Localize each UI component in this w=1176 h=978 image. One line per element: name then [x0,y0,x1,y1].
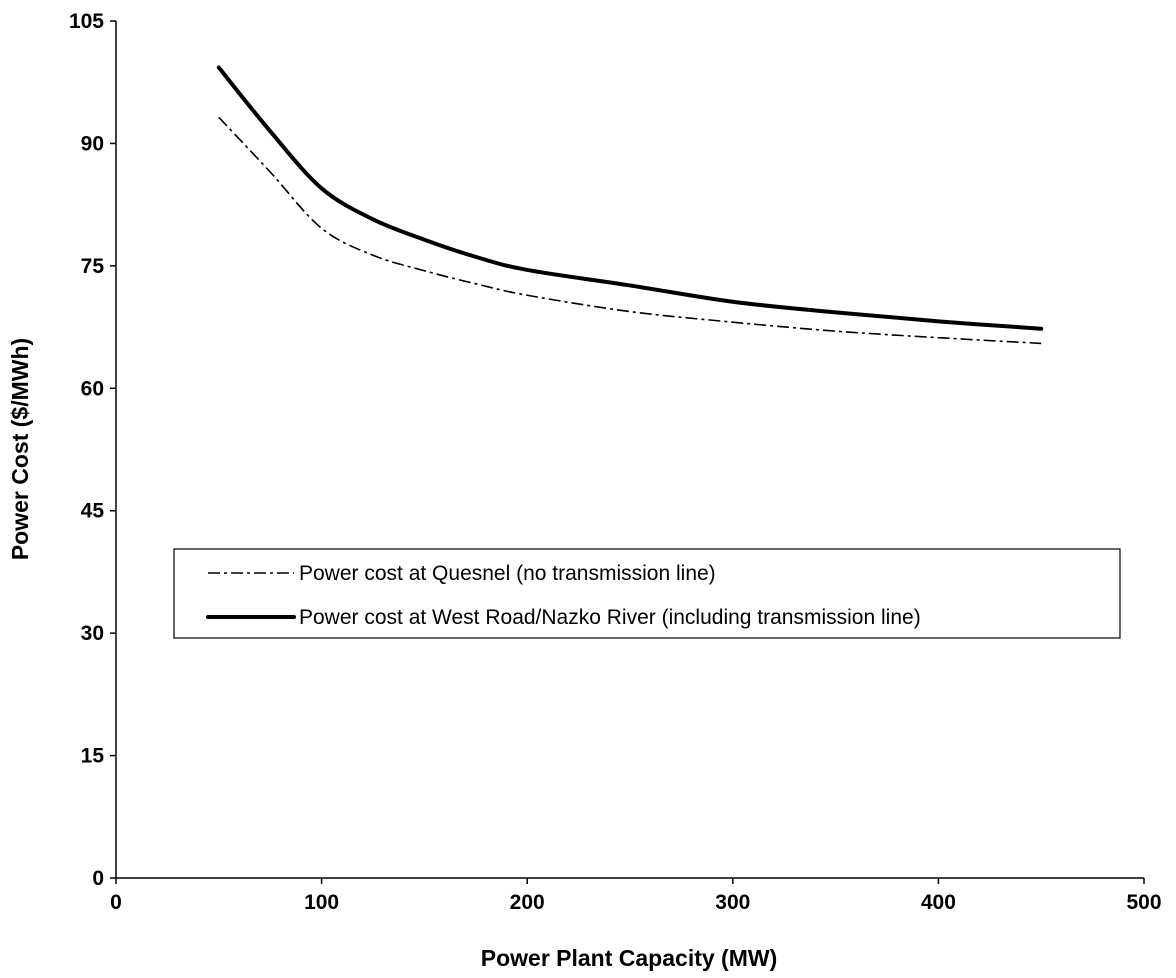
x-tick-label: 200 [510,891,545,914]
series-line-0 [218,116,1042,345]
y-tick-label: 75 [81,255,105,278]
x-tick-label: 0 [110,891,122,914]
x-tick-label: 100 [304,891,339,914]
y-tick-label: 45 [81,500,105,523]
legend-label-west-road: Power cost at West Road/Nazko River (inc… [299,606,921,629]
y-tick-label: 60 [81,377,104,400]
axes: 0 15 30 45 60 75 90 105 0 100 200 300 400 500 [69,10,1162,914]
y-tick-label: 90 [81,132,104,155]
y-tick-label: 105 [69,10,104,33]
y-tick-label: 30 [81,622,104,645]
y-tick-label: 15 [81,745,105,768]
x-axis-title: Power Plant Capacity (MW) [481,945,777,971]
x-tick-label: 400 [921,891,956,914]
legend: Power cost at Quesnel (no transmission l… [173,548,1121,639]
x-tick-label: 300 [715,891,750,914]
legend-label-quesnel: Power cost at Quesnel (no transmission l… [299,562,716,585]
y-tick-label: 0 [92,867,104,890]
legend-box [173,548,1121,639]
y-axis-title: Power Cost ($/MWh) [7,338,33,560]
series-layer [216,65,1044,345]
series-line-1 [216,65,1044,331]
x-tick-label: 500 [1126,891,1161,914]
